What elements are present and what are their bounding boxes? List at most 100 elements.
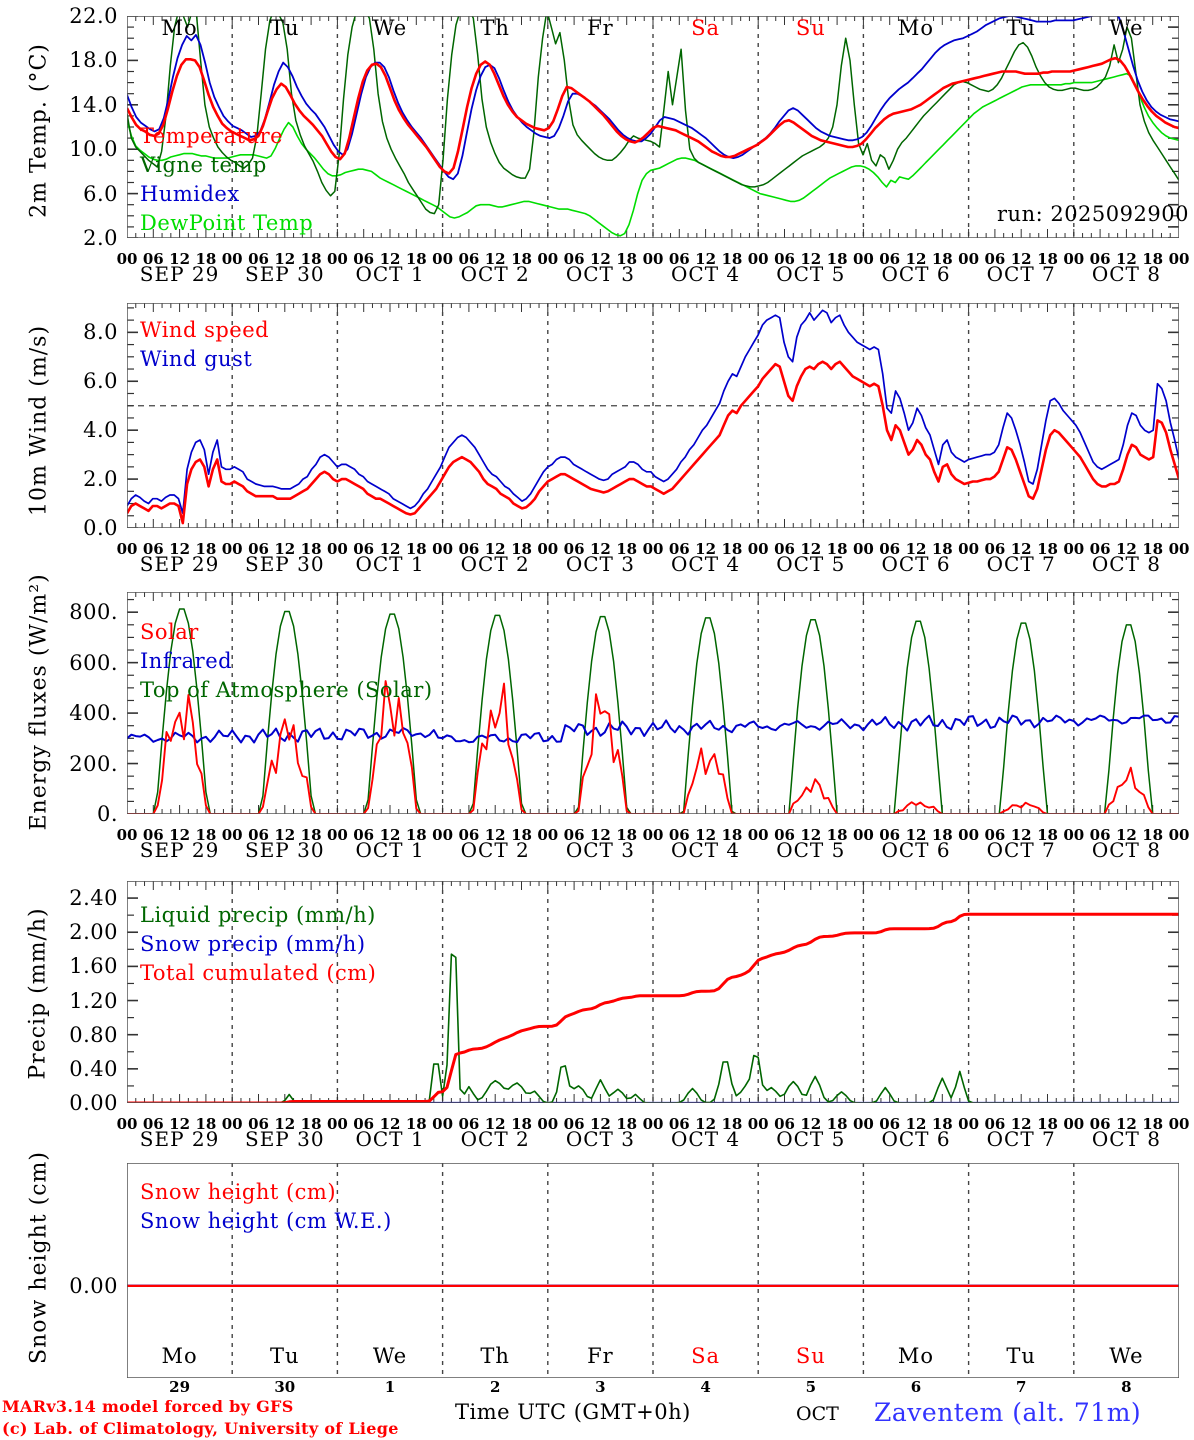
hour-tick-label: 06 [774,1115,795,1133]
hour-tick-label: 00 [1063,540,1085,558]
weekday-label: Mo [897,16,935,40]
legend-humidex: Humidex [140,182,240,206]
hour-tick-label: 06 [458,540,480,558]
y-tick-label: 600. [69,650,118,675]
hour-tick-label: 12 [800,250,822,268]
hour-tick-label: 00 [1168,540,1190,558]
day-label: OCT 4 [671,552,741,576]
day-label: OCT 6 [881,262,951,286]
hour-tick-label: 00 [642,826,664,844]
legend-temperature: Temperature [140,124,284,148]
hour-tick-label: 00 [747,826,769,844]
weekday-label: Mo [897,1344,935,1368]
hour-tick-label: 12 [484,250,506,268]
hour-tick-label: 18 [195,826,217,844]
day-label: SEP 29 [139,552,220,576]
day-label: OCT 8 [1091,1127,1161,1151]
legend-dewpoint: DewPoint Temp [140,211,314,235]
hour-tick-label: 18 [826,540,848,558]
hour-tick-label: 12 [484,1115,506,1133]
hour-tick-label: 06 [879,540,901,558]
bottom-axis: 29 30 1 2 3 4 5 6 7 8 Time UTC (GMT+0h) OCT Zaven… [0,1378,1194,1440]
hour-tick-label: 00 [747,540,769,558]
bottom-day-number: 8 [1121,1378,1132,1396]
hour-tick-label: 18 [195,250,217,268]
legend-solar: Solar [140,620,199,644]
hour-tick-label: 00 [852,540,874,558]
day-label: OCT 5 [776,552,846,576]
hour-tick-label: 00 [326,1115,348,1133]
hour-tick-label: 00 [958,540,980,558]
hour-tick-label: 00 [116,826,138,844]
snow-plot [127,1163,1179,1378]
y-tick-label: 800. [69,600,118,625]
hour-tick-label: 06 [984,1115,1006,1133]
weekday-label: Su [795,1344,826,1368]
hour-tick-label: 00 [958,250,980,268]
wind-day-labels: SEP 29 SEP 30 OCT 1 OCT 2 OCT 3 OCT 4 OCT 5 OCT… [0,552,1194,578]
precip-hour-ticks: 00 06 12 18 00 06 12 18 00 06 12 18 00 06 12 18 00 06 12 18… [0,1115,1194,1135]
day-label: SEP 29 [139,1127,220,1151]
day-label: OCT 2 [460,552,530,576]
wind-svg [127,303,1179,528]
panel-snow-height: Snow height (cm) 0.00 Snow height (cm) S… [0,1151,1194,1385]
day-label: OCT 2 [460,1127,530,1151]
bottom-day-number: 2 [489,1378,501,1396]
snow-y-axis-label: Snow height (cm) [26,1151,52,1364]
hour-tick-label: 12 [379,540,401,558]
hour-tick-label: 18 [300,1115,322,1133]
hour-tick-label: 18 [931,250,953,268]
hour-tick-label: 12 [589,250,611,268]
hour-tick-label: 06 [984,250,1006,268]
hour-tick-label: 00 [221,826,243,844]
weekday-label: We [1109,16,1144,40]
precip-day-labels: SEP 29 SEP 30 OCT 1 OCT 2 OCT 3 OCT 4 OCT 5 OCT… [0,1127,1194,1153]
hour-tick-label: 12 [484,540,506,558]
hour-tick-label: 12 [274,250,296,268]
hour-tick-label: 00 [432,540,454,558]
hour-tick-label: 00 [747,1115,769,1133]
temperature-svg [127,16,1179,238]
hour-tick-label: 06 [248,826,269,844]
hour-tick-label: 18 [1037,826,1058,844]
precip-plot [127,881,1179,1103]
hour-tick-label: 18 [300,250,322,268]
hour-tick-label: 18 [826,250,848,268]
hour-tick-label: 00 [1168,250,1190,268]
hour-tick-label: 18 [721,826,743,844]
weekday-label: Sa [691,16,721,40]
day-label: OCT 4 [671,1127,741,1151]
temperature-day-labels: SEP 29 SEP 30 OCT 1 OCT 2 OCT 3 OCT 4 OCT 5 OCT… [0,262,1194,288]
y-tick-label: 2.40 [69,886,118,911]
hour-tick-label: 06 [563,1115,585,1133]
day-label: OCT 5 [776,838,846,862]
hour-tick-label: 12 [274,540,296,558]
hour-tick-label: 06 [563,540,585,558]
precip-svg [127,881,1179,1103]
day-label: OCT 3 [565,1127,635,1151]
y-tick-label: 2.00 [69,920,118,945]
hour-tick-label: 06 [668,826,690,844]
energy-plot [127,592,1179,814]
hour-tick-label: 06 [142,540,164,558]
hour-tick-label: 06 [668,250,690,268]
hour-tick-label: 18 [511,250,532,268]
hour-tick-label: 00 [642,250,664,268]
hour-tick-label: 18 [195,1115,217,1133]
hour-tick-label: 06 [1089,1115,1111,1133]
hour-tick-label: 00 [852,1115,874,1133]
weekday-label: Sa [691,1344,721,1368]
hour-tick-label: 00 [326,540,348,558]
hour-tick-label: 00 [116,1115,138,1133]
hour-tick-label: 12 [905,250,927,268]
weekday-label: We [372,16,408,40]
hour-tick-label: 06 [353,1115,375,1133]
weekday-label: We [1109,1344,1144,1368]
hour-tick-label: 06 [668,1115,690,1133]
hour-tick-label: 00 [432,250,454,268]
hour-tick-label: 00 [116,540,138,558]
hour-tick-label: 00 [221,1115,243,1133]
day-label: OCT 7 [986,552,1056,576]
day-label: OCT 8 [1091,262,1161,286]
hour-tick-label: 06 [1089,826,1111,844]
